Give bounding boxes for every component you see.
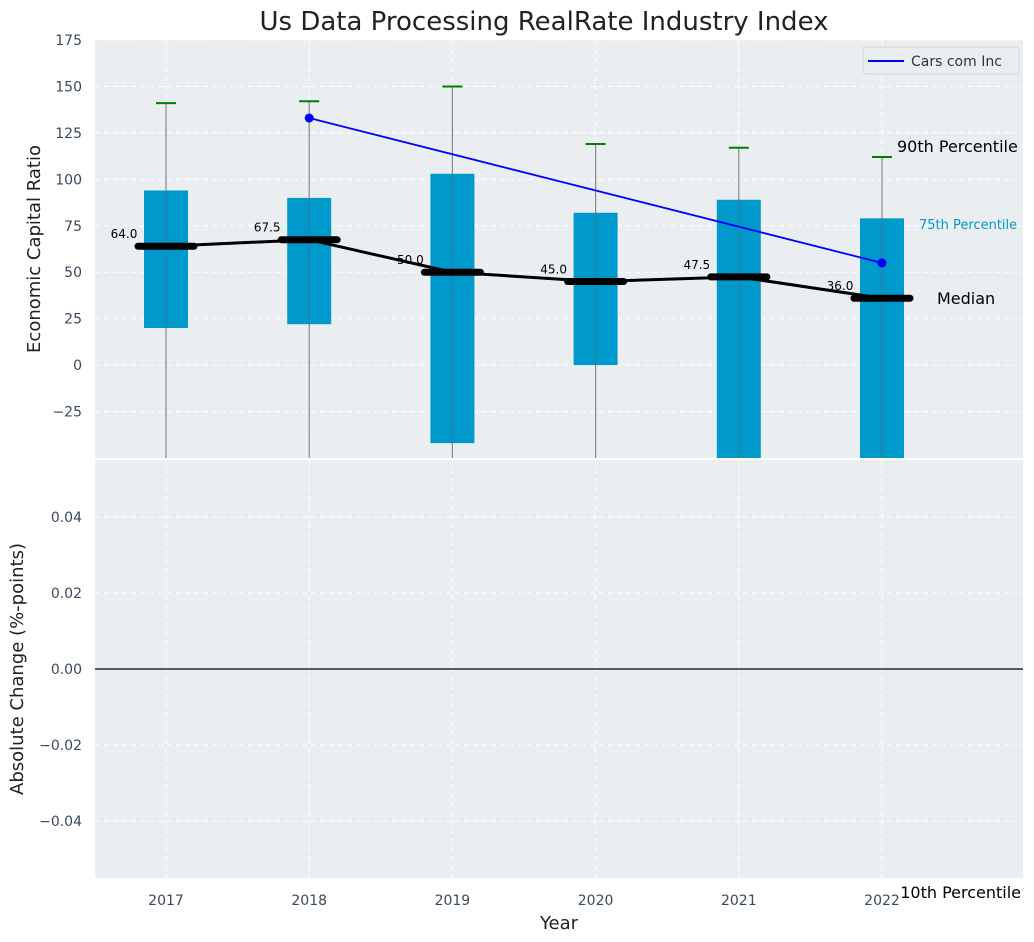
median-value-labels: 64.0 67.5 50.0 45.0 47.5 36.0	[111, 221, 854, 294]
x-tick-label: 2017	[148, 893, 184, 909]
top-y-tick-label: 25	[64, 312, 82, 328]
x-tick-label: 2021	[721, 893, 757, 909]
top-y-tick-label: −25	[52, 405, 82, 421]
x-axis-ticks: 2017 2018 2019 2020 2021 2022	[148, 893, 900, 909]
median-value-label: 64.0	[111, 227, 138, 241]
legend: Cars com Inc	[862, 46, 1020, 75]
bottom-panel-y-axis-label: Absolute Change (%-points)	[7, 543, 28, 795]
bottom-panel-y-ticks: −0.04 −0.02 0.00 0.02 0.04	[39, 510, 82, 830]
company-series	[304, 113, 887, 268]
bottom-y-tick-label: −0.02	[39, 738, 82, 754]
legend-company-label: Cars com Inc	[911, 54, 1002, 70]
top-y-tick-label: 100	[55, 172, 82, 188]
x-axis-label: Year	[539, 913, 579, 934]
company-point	[877, 258, 887, 268]
median-annotation: Median	[937, 289, 995, 308]
bottom-y-tick-label: 0.02	[51, 586, 82, 602]
company-point	[304, 113, 314, 123]
chart-title: Us Data Processing RealRate Industry Ind…	[259, 7, 828, 37]
median-value-label: 36.0	[827, 279, 854, 293]
top-y-tick-label: 50	[64, 265, 82, 281]
bottom-y-tick-label: 0.04	[51, 510, 82, 526]
p90-caps	[156, 85, 892, 159]
top-y-tick-label: 125	[55, 126, 82, 142]
x-tick-label: 2019	[435, 893, 471, 909]
median-value-label: 67.5	[254, 221, 281, 235]
p90-annotation: 90th Percentile	[897, 137, 1018, 156]
x-tick-label: 2018	[291, 893, 327, 909]
top-y-tick-label: 75	[64, 219, 82, 235]
p10-annotation: 10th Percentile	[900, 883, 1021, 902]
top-panel-y-axis-label: Economic Capital Ratio	[24, 145, 45, 353]
percentile-bars	[144, 173, 904, 458]
median-value-label: 47.5	[683, 258, 710, 272]
top-y-tick-label: 150	[55, 79, 82, 95]
legend-box	[862, 46, 1020, 75]
x-tick-label: 2022	[864, 893, 900, 909]
top-panel-y-ticks: −25 0 25 50 75 100 125 150 175	[52, 33, 82, 421]
p75-annotation: 75th Percentile	[919, 218, 1017, 233]
top-y-tick-label: 175	[55, 33, 82, 49]
bottom-y-tick-label: 0.00	[51, 662, 82, 678]
bottom-y-tick-label: −0.04	[39, 814, 82, 830]
company-line	[308, 117, 883, 264]
median-value-label: 45.0	[540, 263, 567, 277]
median-value-label: 50.0	[397, 253, 424, 267]
x-tick-label: 2020	[578, 893, 614, 909]
top-y-tick-label: 0	[73, 358, 82, 374]
median-markers	[134, 236, 914, 302]
